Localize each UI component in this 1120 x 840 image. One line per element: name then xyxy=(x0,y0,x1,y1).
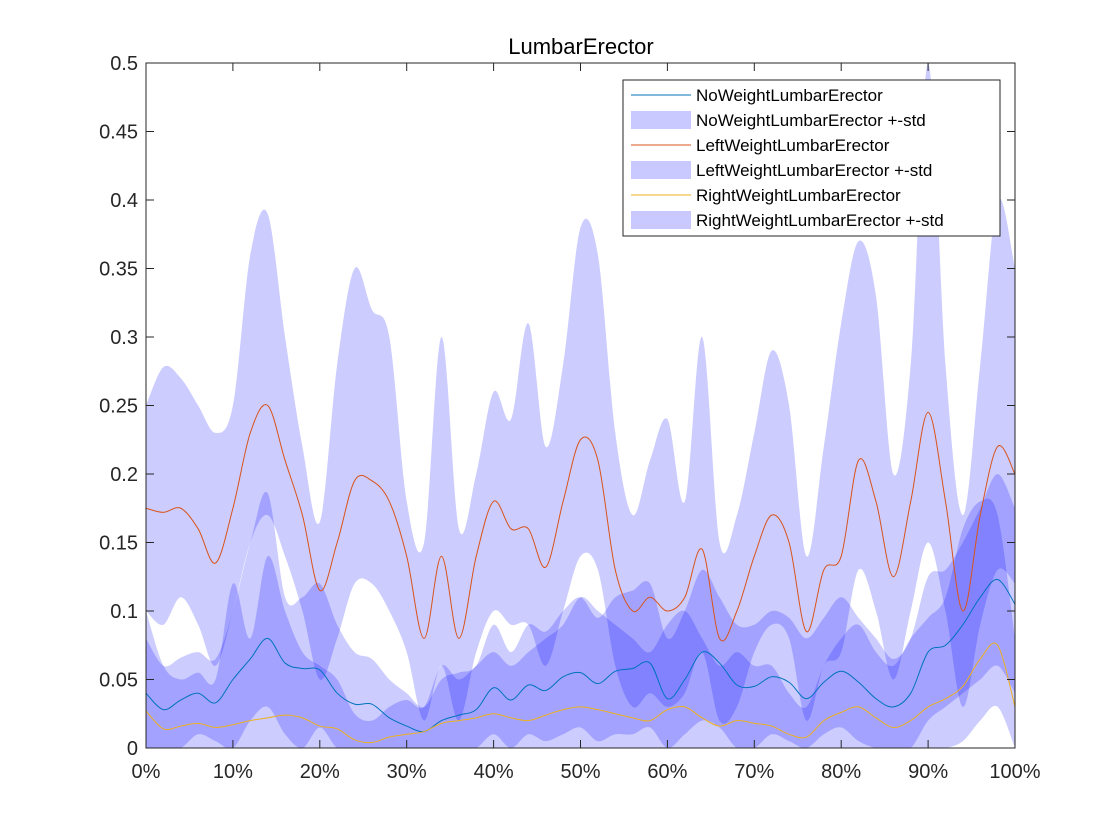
chart-title: LumbarErector xyxy=(508,34,654,59)
legend-label: LeftWeightLumbarErector xyxy=(696,136,890,155)
y-tick-label: 0.15 xyxy=(99,533,138,555)
legend-label: LeftWeightLumbarErector +-std xyxy=(696,161,932,180)
axes: 0% 10% 20% 30% 40% 50% 60% 70% 80% 90% 100% 0 0.05 0.… xyxy=(99,53,1041,783)
y-tick-label: 0.3 xyxy=(110,327,138,349)
x-tick-label: 30% xyxy=(387,761,427,783)
legend-patch-swatch xyxy=(631,161,691,179)
x-tick-label: 10% xyxy=(213,761,253,783)
series-line-RightWeightLumbarErector xyxy=(146,642,1015,744)
plot-area xyxy=(146,63,1015,748)
x-tick-label: 50% xyxy=(560,761,600,783)
legend-box xyxy=(622,79,1001,237)
std-band-NoWeightLumbarErector xyxy=(146,474,1015,748)
series-line-LeftWeightLumbarErector xyxy=(146,404,1015,642)
legend: NoWeightLumbarErector NoWeightLumbarErect… xyxy=(622,79,1001,237)
x-tick-label: 20% xyxy=(300,761,340,783)
std-band-RightWeightLumbarErector xyxy=(146,498,1015,748)
y-tick-label: 0.1 xyxy=(110,601,138,623)
legend-patch-swatch xyxy=(631,111,691,129)
legend-label: NoWeightLumbarErector +-std xyxy=(696,111,926,130)
x-tick-label: 100% xyxy=(989,761,1040,783)
x-tick-label: 0% xyxy=(132,761,161,783)
y-tick-label: 0.5 xyxy=(110,53,138,75)
x-tick-label: 60% xyxy=(647,761,687,783)
legend-label: RightWeightLumbarErector xyxy=(696,186,901,205)
std-band-LeftWeightLumbarErector xyxy=(146,63,1015,724)
series-line-NoWeightLumbarErector xyxy=(146,578,1015,733)
x-tick-label: 80% xyxy=(821,761,861,783)
y-tick-label: 0.05 xyxy=(99,670,138,692)
y-tick-label: 0.4 xyxy=(110,190,138,212)
x-tick-label: 90% xyxy=(908,761,948,783)
legend-label: NoWeightLumbarErector xyxy=(696,86,883,105)
y-tick-label: 0.25 xyxy=(99,396,138,418)
x-tick-label: 40% xyxy=(474,761,514,783)
legend-patch-swatch xyxy=(631,211,691,229)
legend-label: RightWeightLumbarErector +-std xyxy=(696,211,944,230)
y-tick-label: 0.2 xyxy=(110,464,138,486)
y-tick-label: 0 xyxy=(127,738,138,760)
y-tick-label: 0.35 xyxy=(99,259,138,281)
y-tick-label: 0.45 xyxy=(99,122,138,144)
x-tick-label: 70% xyxy=(734,761,774,783)
